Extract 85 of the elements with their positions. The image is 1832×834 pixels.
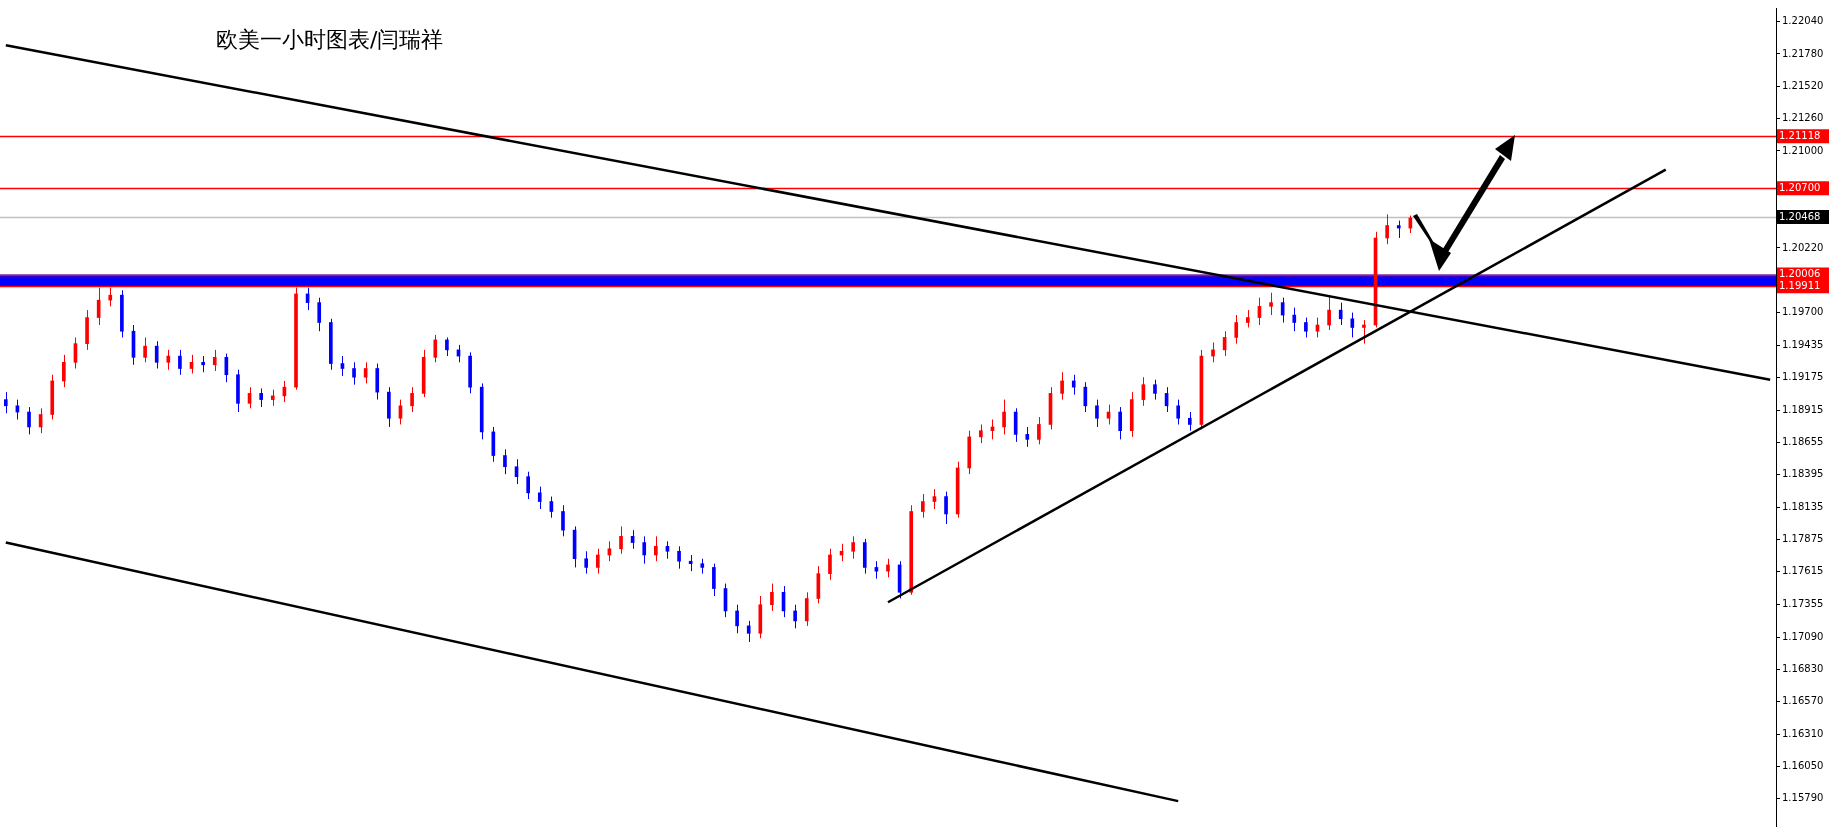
candlestick (1327, 294, 1331, 331)
candlestick (712, 563, 716, 597)
y-tick-label: 1.20220 (1782, 241, 1824, 253)
candlestick (793, 604, 797, 629)
candlestick (1362, 319, 1366, 345)
y-tick-label: 1.18655 (1782, 436, 1824, 448)
candlestick (1095, 399, 1099, 428)
y-tick-label: 1.17615 (1782, 565, 1824, 577)
ref-line-label: 1.21118 (1779, 129, 1821, 141)
candlestick (1118, 406, 1122, 440)
y-tick-label: 1.17875 (1782, 533, 1824, 545)
candlestick (1037, 416, 1041, 445)
candlestick (1338, 302, 1343, 326)
candlestick (735, 604, 739, 634)
candlestick (584, 550, 589, 575)
y-tick-label: 1.21000 (1782, 144, 1824, 156)
candlestick (537, 486, 542, 510)
candlestick (828, 548, 832, 581)
candlestick (166, 349, 171, 371)
candlestick (3, 391, 8, 414)
candlestick (1292, 307, 1297, 332)
candlestick (410, 386, 414, 413)
candlestick (595, 548, 600, 575)
candlestick (1013, 407, 1018, 443)
y-tick-label: 1.18915 (1782, 403, 1824, 415)
candlestick (677, 545, 681, 570)
candlestick (27, 406, 31, 435)
candlestick (642, 535, 647, 565)
candlestick (1176, 399, 1181, 425)
y-tick-label: 1.17355 (1782, 597, 1824, 609)
ref-line-label: 1.20700 (1779, 181, 1821, 193)
ref-line-label: 1.20468 (1779, 210, 1821, 222)
y-tick-label: 1.19700 (1782, 306, 1824, 318)
candlestick (212, 349, 217, 372)
candlestick (886, 558, 890, 578)
candlestick (154, 340, 159, 370)
candlestick (445, 336, 449, 357)
text: 欧美一小时图表/闫瑞祥 (216, 26, 444, 52)
candlestick (944, 491, 948, 525)
candlestick (1350, 312, 1355, 338)
candlestick (352, 361, 356, 386)
y-tick-label: 1.21780 (1782, 47, 1824, 59)
y-tick-label: 1.21520 (1782, 79, 1824, 91)
candlestick (433, 334, 438, 363)
candlestick (1187, 411, 1192, 432)
candlestick (503, 448, 507, 475)
candlestick (920, 493, 925, 519)
candlestick (1060, 371, 1064, 401)
y-tick-label: 1.17090 (1782, 630, 1824, 642)
ref-line-label: 1.20006 (1779, 268, 1821, 280)
candlestick (746, 620, 751, 643)
candlestick (1153, 379, 1157, 401)
y-tick-label: 1.16570 (1782, 695, 1824, 707)
candlestick (526, 471, 530, 500)
y-tick-label: 1.16310 (1782, 727, 1824, 739)
candlestick (561, 504, 565, 537)
y-tick-label: 1.16830 (1782, 662, 1824, 674)
candlestick (654, 535, 658, 562)
candlestick (1211, 341, 1215, 363)
y-tick-label: 1.18135 (1782, 500, 1824, 512)
candlestick (1071, 374, 1076, 396)
y-tick-label: 1.15790 (1782, 792, 1824, 804)
candlestick (1385, 213, 1389, 245)
y-tick-label: 1.19435 (1782, 339, 1824, 351)
candlestick (259, 387, 264, 408)
y-tick-label: 1.21260 (1782, 112, 1824, 124)
candlestick (1269, 292, 1273, 316)
candlestick (1025, 426, 1030, 448)
candlestick (979, 423, 983, 444)
candlestick (851, 535, 856, 560)
y-tick-label: 1.22040 (1782, 15, 1824, 27)
candlestick (62, 354, 66, 388)
candlestick (1002, 399, 1006, 435)
candlestick (619, 525, 623, 555)
y-tick-label: 1.16050 (1782, 759, 1824, 771)
candlestick (770, 583, 774, 612)
candlestick (317, 297, 322, 332)
candlestick (143, 336, 147, 363)
candlestick (804, 591, 809, 627)
candlestick (1234, 314, 1239, 345)
ref-line-label: 1.19911 (1779, 279, 1821, 291)
y-tick-label: 1.18395 (1782, 468, 1824, 480)
candlestick (1304, 317, 1308, 338)
y-tick-label: 1.19175 (1782, 371, 1824, 383)
candlestick (178, 349, 182, 376)
